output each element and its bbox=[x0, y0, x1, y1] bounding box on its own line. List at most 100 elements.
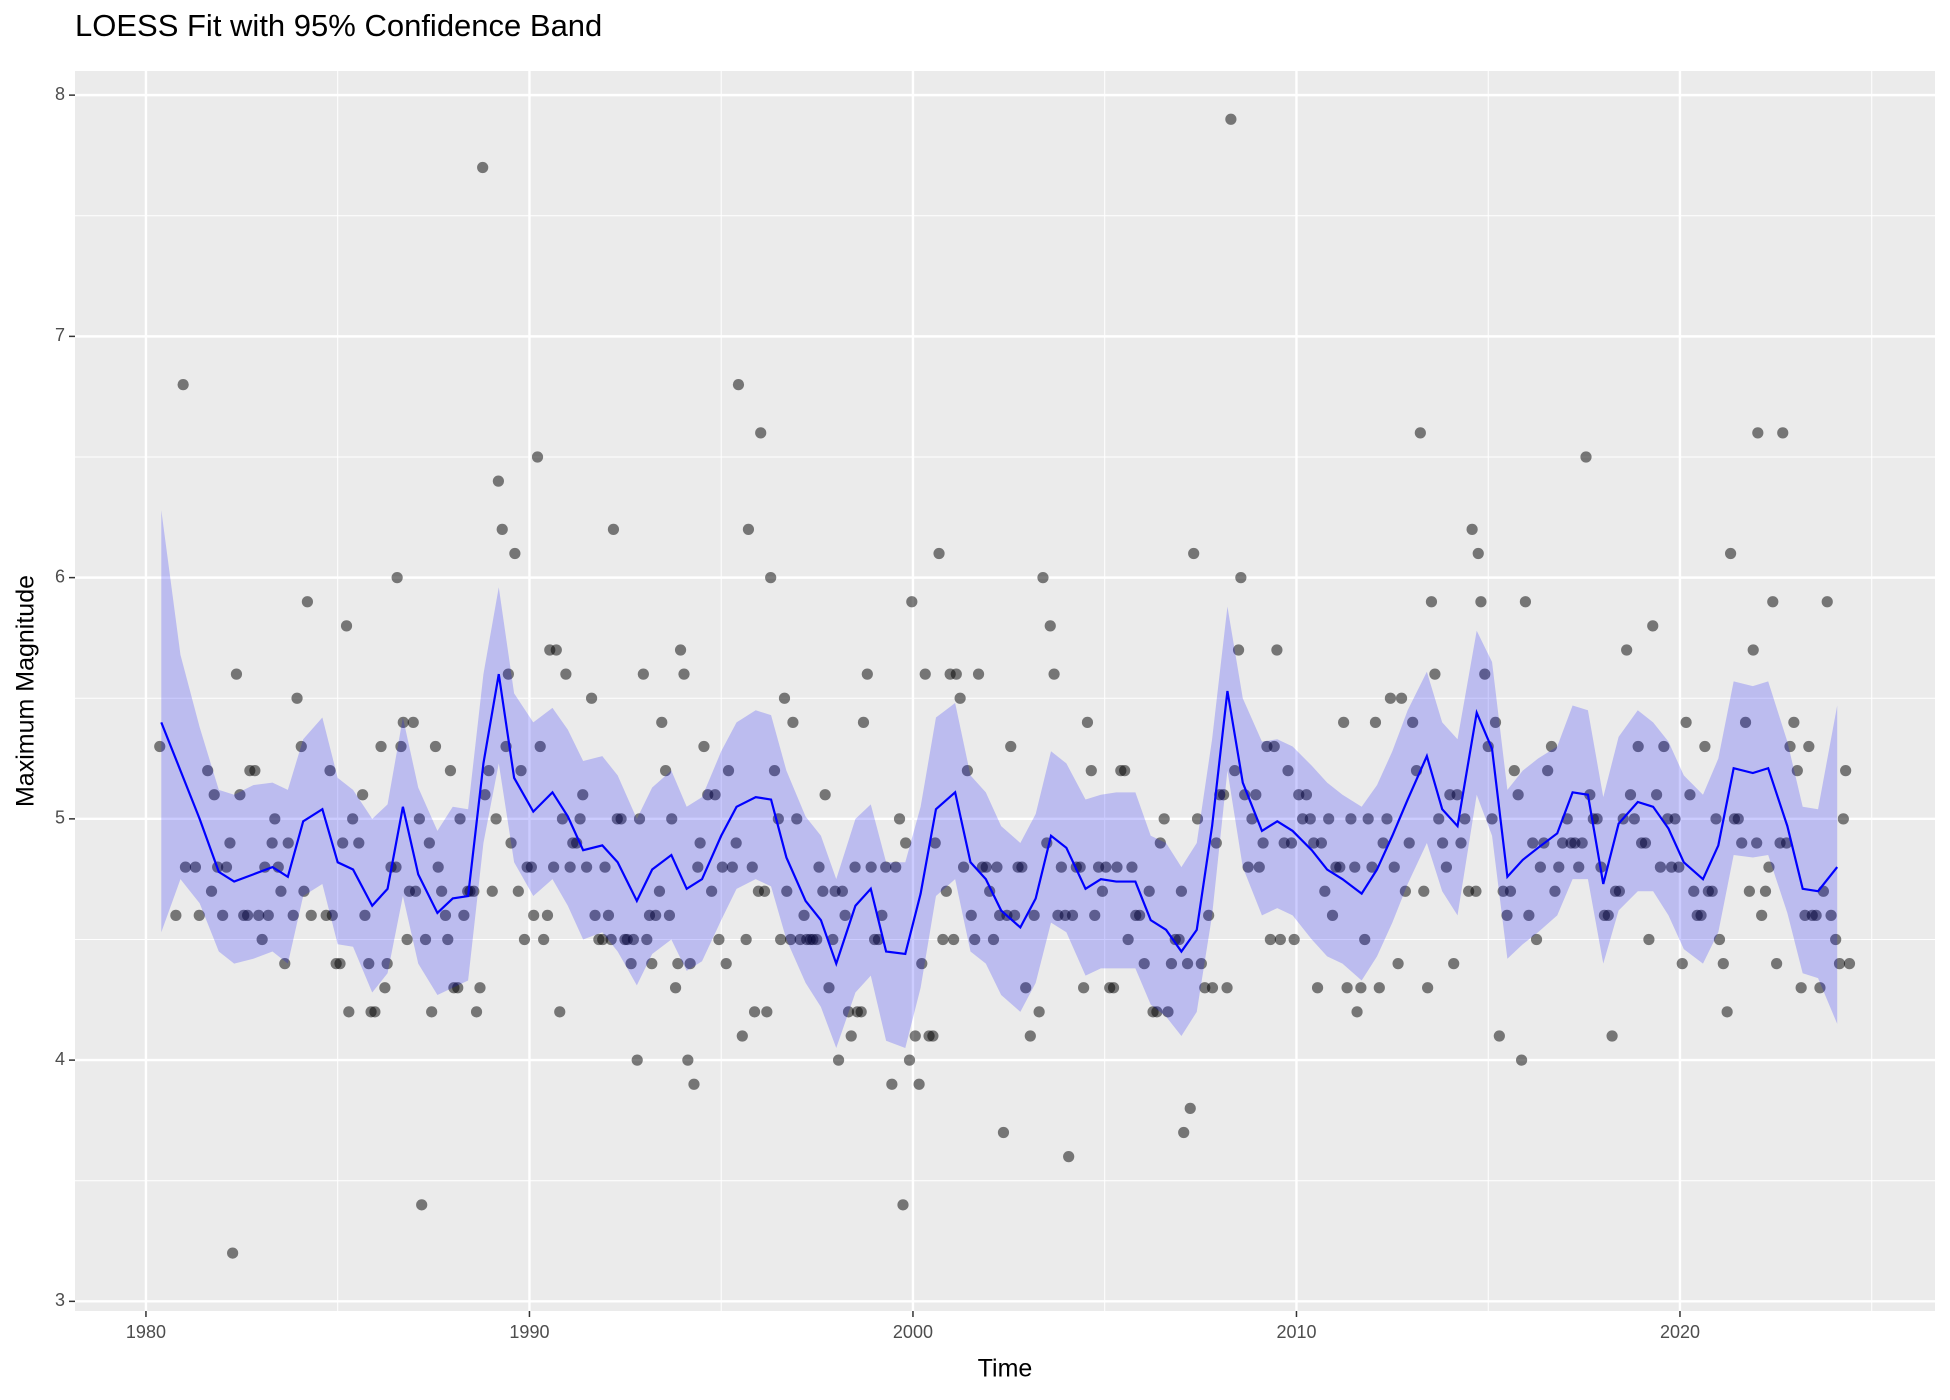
data-point bbox=[927, 1030, 939, 1042]
data-point bbox=[1257, 837, 1269, 849]
data-point bbox=[1580, 451, 1592, 463]
data-point bbox=[340, 620, 353, 632]
data-point bbox=[768, 765, 781, 777]
data-point bbox=[929, 837, 941, 849]
data-point bbox=[269, 813, 281, 825]
data-point bbox=[720, 958, 732, 970]
data-point bbox=[502, 668, 514, 680]
data-point bbox=[1184, 1102, 1196, 1114]
data-point bbox=[1706, 885, 1718, 897]
data-point bbox=[842, 1006, 855, 1018]
data-point bbox=[798, 909, 810, 921]
data-point bbox=[347, 813, 359, 825]
data-point bbox=[722, 765, 735, 777]
data-point bbox=[486, 885, 498, 897]
data-point bbox=[909, 1030, 921, 1042]
data-point bbox=[1759, 885, 1772, 897]
data-point bbox=[969, 933, 981, 946]
data-point bbox=[1044, 620, 1056, 632]
data-point bbox=[1250, 789, 1262, 801]
data-point bbox=[746, 861, 758, 873]
data-point bbox=[249, 765, 261, 777]
data-point bbox=[1048, 668, 1060, 680]
data-point bbox=[1632, 740, 1644, 753]
data-point bbox=[287, 909, 299, 921]
data-point bbox=[913, 1078, 925, 1090]
data-point bbox=[813, 861, 825, 873]
data-point bbox=[1355, 982, 1367, 994]
data-point bbox=[849, 861, 861, 873]
data-point bbox=[1304, 813, 1316, 825]
y-axis-title: Maximum Magnitude bbox=[12, 575, 40, 807]
data-point bbox=[397, 716, 409, 728]
data-point bbox=[1501, 909, 1513, 921]
data-point bbox=[972, 668, 985, 680]
data-point bbox=[678, 668, 690, 680]
data-point bbox=[220, 861, 233, 873]
data-point bbox=[916, 958, 928, 970]
data-point bbox=[1055, 861, 1067, 873]
data-point bbox=[1085, 765, 1097, 777]
confidence-band bbox=[161, 510, 1838, 1049]
data-point bbox=[1217, 789, 1230, 801]
data-point bbox=[1803, 740, 1815, 753]
x-tick-label: 1990 bbox=[509, 1322, 549, 1342]
data-point bbox=[732, 379, 745, 391]
data-point bbox=[548, 861, 560, 873]
data-point bbox=[1366, 861, 1378, 873]
data-point bbox=[674, 644, 687, 656]
data-point bbox=[1162, 1006, 1174, 1018]
data-point bbox=[439, 909, 452, 921]
data-point bbox=[778, 692, 791, 704]
data-point bbox=[1235, 572, 1247, 584]
data-point bbox=[1736, 837, 1748, 849]
data-point bbox=[656, 716, 668, 728]
data-point bbox=[1833, 958, 1846, 970]
data-point bbox=[1519, 596, 1532, 608]
data-point bbox=[193, 909, 205, 921]
data-point bbox=[1274, 933, 1286, 946]
data-point bbox=[965, 909, 977, 921]
data-point bbox=[585, 692, 598, 704]
data-point bbox=[855, 1006, 867, 1018]
x-tick-label: 2000 bbox=[893, 1322, 933, 1342]
data-point bbox=[301, 596, 314, 608]
data-point bbox=[1407, 716, 1419, 728]
data-point bbox=[375, 740, 387, 753]
data-point bbox=[1138, 958, 1150, 970]
data-point bbox=[1825, 909, 1837, 921]
data-point bbox=[1158, 813, 1170, 825]
data-point bbox=[1486, 813, 1498, 825]
data-point bbox=[1534, 861, 1546, 873]
data-point bbox=[275, 885, 287, 897]
data-point bbox=[1650, 789, 1663, 801]
data-point bbox=[787, 716, 799, 728]
data-point bbox=[1489, 716, 1502, 728]
data-point bbox=[633, 813, 646, 825]
data-point bbox=[353, 837, 365, 849]
data-point bbox=[1724, 547, 1737, 560]
data-point bbox=[666, 813, 678, 825]
data-point bbox=[401, 933, 413, 946]
data-point bbox=[554, 1006, 566, 1018]
data-point bbox=[458, 909, 470, 921]
data-point bbox=[631, 1054, 643, 1066]
data-point bbox=[1341, 982, 1353, 994]
data-point bbox=[1300, 789, 1313, 801]
data-point bbox=[726, 861, 738, 873]
data-point bbox=[224, 837, 236, 849]
data-point bbox=[1422, 982, 1434, 994]
data-point bbox=[1710, 813, 1722, 825]
data-point bbox=[1451, 789, 1463, 801]
data-point bbox=[682, 1054, 694, 1066]
data-point bbox=[170, 909, 182, 921]
data-point bbox=[817, 885, 829, 897]
data-point bbox=[1175, 885, 1188, 897]
data-point bbox=[1165, 958, 1178, 970]
data-point bbox=[1557, 837, 1569, 849]
data-point bbox=[241, 909, 254, 921]
data-point bbox=[1743, 885, 1755, 897]
data-point bbox=[602, 909, 615, 921]
data-point bbox=[279, 958, 291, 970]
data-point bbox=[525, 861, 537, 873]
